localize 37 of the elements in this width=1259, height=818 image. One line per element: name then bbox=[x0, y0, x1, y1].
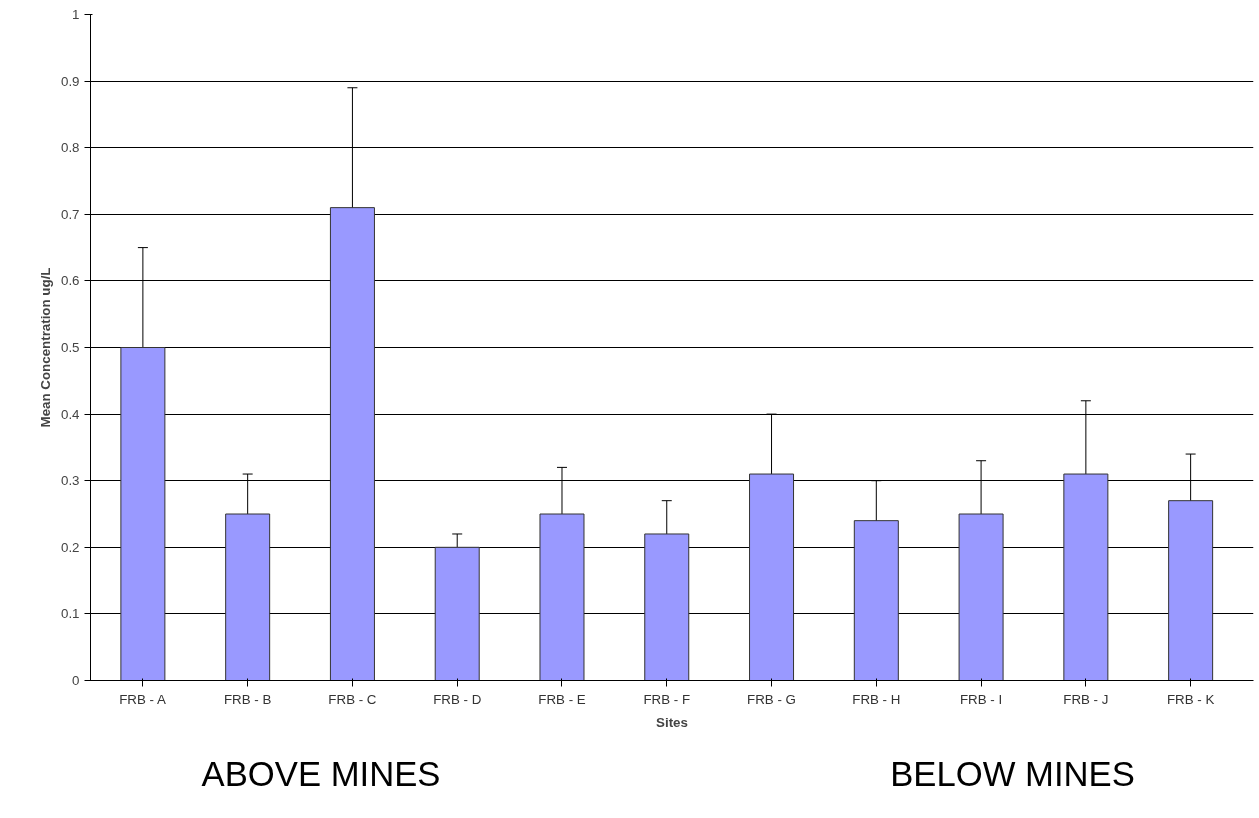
bar bbox=[749, 473, 795, 681]
x-tick-label: FRB - F bbox=[643, 691, 691, 707]
bar bbox=[225, 513, 271, 681]
x-axis-title: Sites bbox=[656, 714, 688, 730]
y-tick-label: 0.3 bbox=[60, 473, 80, 489]
x-tick-label: FRB - I bbox=[959, 691, 1003, 707]
bar bbox=[958, 513, 1004, 681]
y-tick-label: 0 bbox=[72, 673, 80, 688]
y-tick-label: 0.6 bbox=[60, 273, 80, 289]
text: BELOW MINES bbox=[890, 754, 1135, 793]
x-tick-label: FRB - K bbox=[1166, 691, 1215, 707]
bar bbox=[853, 520, 899, 681]
bar bbox=[434, 546, 480, 681]
text: ABOVE MINES bbox=[201, 754, 441, 793]
bar bbox=[329, 207, 375, 681]
y-tick-label: 0.7 bbox=[60, 206, 80, 222]
x-tick-label: FRB - C bbox=[328, 691, 377, 707]
x-tick-label: FRB - G bbox=[747, 691, 796, 707]
bar bbox=[1168, 500, 1214, 681]
y-axis-title: Mean Concentration ug/L bbox=[37, 267, 53, 428]
x-tick-label: FRB - D bbox=[433, 691, 482, 707]
x-tick-label: FRB - J bbox=[1063, 691, 1109, 707]
x-tick-label: FRB - E bbox=[538, 691, 586, 707]
y-tick-label: 0.5 bbox=[60, 340, 80, 355]
y-tick-label: 0.8 bbox=[60, 140, 80, 156]
y-tick-label: 0.2 bbox=[60, 539, 80, 555]
bar bbox=[539, 513, 585, 681]
y-tick-label: 0.1 bbox=[60, 606, 80, 622]
y-tick-label: 0.9 bbox=[60, 73, 80, 89]
y-tick-label: 0.4 bbox=[60, 406, 81, 422]
x-tick-label: FRB - A bbox=[119, 691, 166, 707]
x-tick-label: FRB - B bbox=[223, 691, 272, 707]
y-tick-label: 1 bbox=[72, 7, 80, 22]
bar bbox=[1063, 473, 1109, 681]
bar bbox=[644, 533, 690, 681]
x-tick-label: FRB - H bbox=[852, 691, 901, 707]
bar bbox=[120, 347, 166, 681]
